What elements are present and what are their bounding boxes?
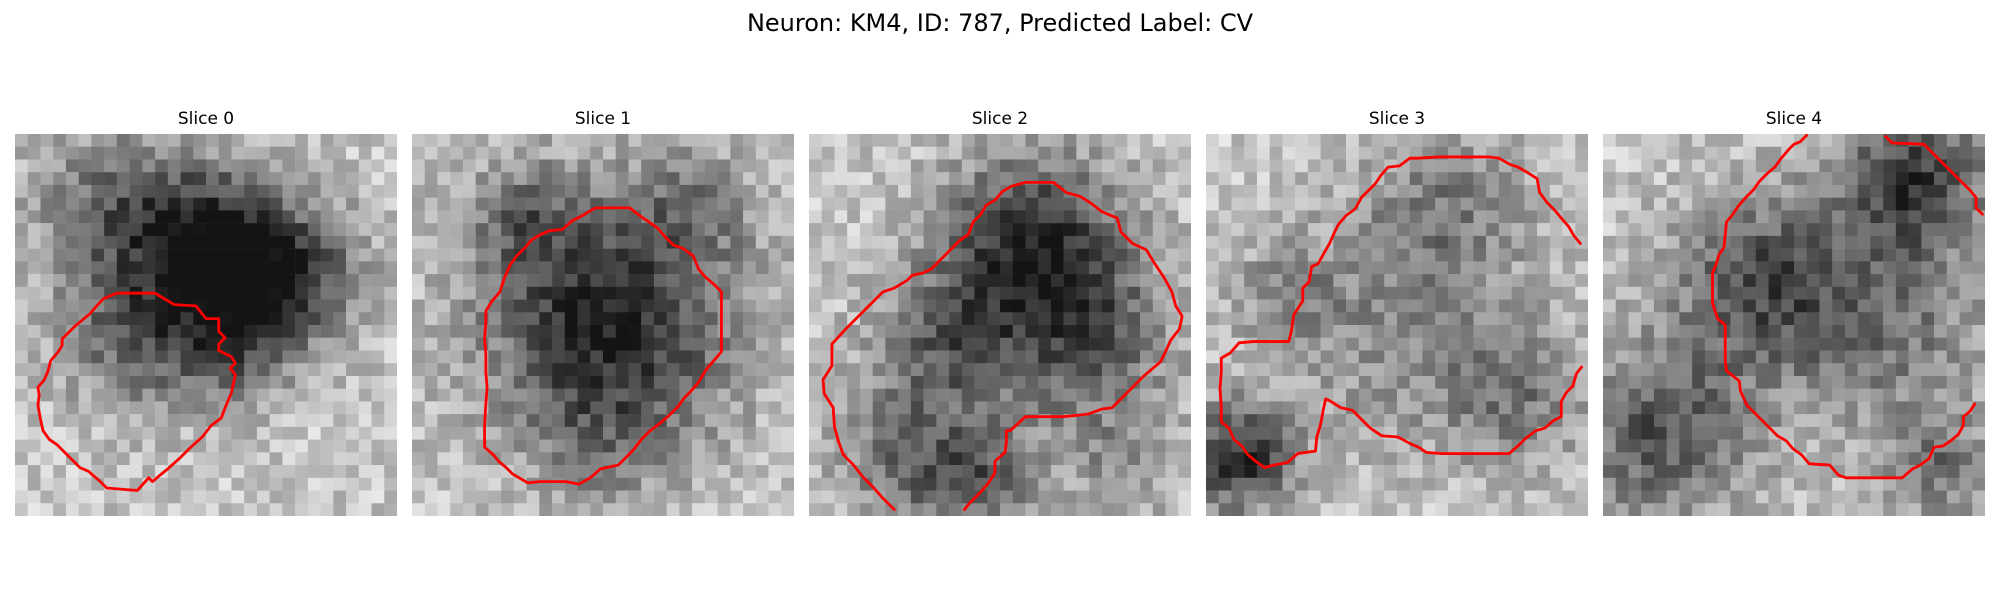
slice-image: [412, 134, 794, 516]
grayscale-pixel-grid: [1603, 134, 1985, 516]
slice-panel: Slice 2: [809, 108, 1191, 516]
grayscale-pixel-grid: [809, 134, 1191, 516]
segmentation-contour: [1884, 135, 1984, 216]
slice-title: Slice 0: [177, 109, 235, 129]
segmentation-contour: [821, 180, 1184, 512]
slice-title: Slice 3: [1368, 109, 1426, 129]
grayscale-pixel-grid: [1206, 134, 1588, 516]
slice-title: Slice 2: [971, 109, 1029, 129]
segmentation-contour: [483, 206, 723, 486]
slice-image: [1206, 134, 1588, 516]
grayscale-pixel-grid: [412, 134, 794, 516]
slice-image: [15, 134, 397, 516]
slice-image: [1603, 134, 1985, 516]
slice-panel: Slice 1: [412, 108, 794, 516]
slice-panel: Slice 0: [15, 108, 397, 516]
segmentation-contour: [1218, 155, 1584, 470]
figure-title: Neuron: KM4, ID: 787, Predicted Label: C…: [746, 9, 1254, 37]
slice-image: [809, 134, 1191, 516]
segmentation-contour: [36, 291, 237, 492]
slice-panel: Slice 4: [1603, 108, 1985, 516]
slice-title: Slice 4: [1765, 109, 1823, 129]
slice-title: Slice 1: [574, 109, 632, 129]
slice-panel: Slice 3: [1206, 108, 1588, 516]
grayscale-pixel-grid: [15, 134, 397, 516]
segmentation-contour: [1711, 134, 1977, 480]
